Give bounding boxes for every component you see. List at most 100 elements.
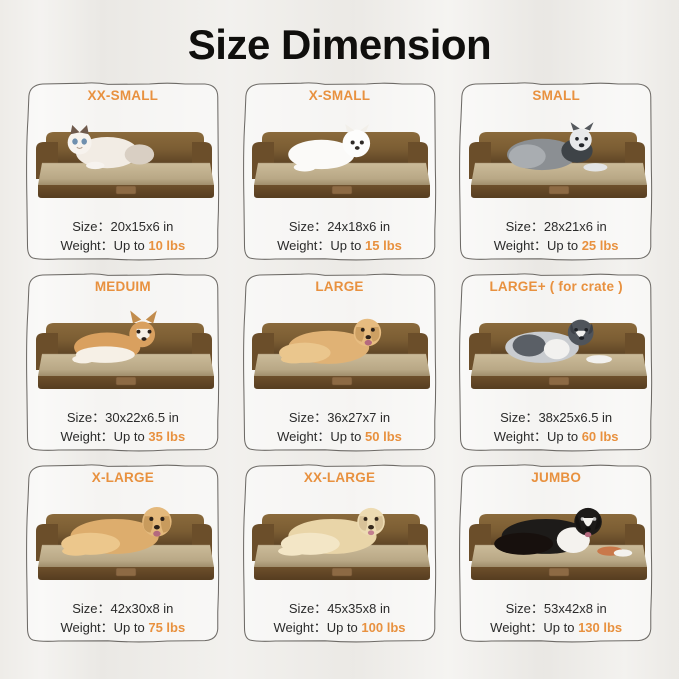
- card-specs: Size：28x21x6 in Weight：Up to 25 lbs: [458, 218, 654, 256]
- product-image: [242, 296, 438, 409]
- product-image: [458, 296, 654, 409]
- size-line: Size：30x22x6.5 in: [25, 409, 221, 428]
- size-label: Size：: [72, 219, 111, 235]
- weight-line: Weight：Up to 75 lbs: [25, 619, 221, 638]
- size-label: Size：: [66, 410, 106, 426]
- card-size-name: SMALL: [532, 88, 580, 103]
- weight-value: 50 lbs: [365, 429, 402, 445]
- size-label: Size：: [288, 219, 328, 235]
- card-specs: Size：53x42x8 in Weight：Up to 130 lbs: [458, 600, 654, 638]
- weight-line: Weight：Up to 15 lbs: [242, 237, 438, 256]
- weight-value: 10 lbs: [148, 238, 186, 254]
- pet-illustration: [505, 319, 613, 363]
- card-specs: Size：20x15x6 in Weight：Up to 10 lbs: [25, 218, 221, 256]
- size-card[interactable]: X-LARGE: [19, 462, 227, 645]
- size-card[interactable]: LARGE+ ( for crate ): [452, 271, 660, 454]
- weight-prefix: Up to: [330, 429, 366, 445]
- size-card[interactable]: X-SMALL: [236, 80, 444, 263]
- pet-illustration: [494, 507, 633, 557]
- weight-value: 25 lbs: [581, 238, 619, 254]
- size-card[interactable]: XX-SMALL: [19, 80, 227, 263]
- size-card[interactable]: SMALL: [452, 80, 660, 263]
- weight-value: 60 lbs: [581, 429, 619, 445]
- weight-prefix: Up to: [547, 429, 582, 445]
- size-line: Size：38x25x6.5 in: [458, 409, 654, 428]
- card-specs: Size：38x25x6.5 in Weight：Up to 60 lbs: [458, 409, 654, 447]
- weight-prefix: Up to: [543, 620, 579, 636]
- weight-prefix: Up to: [330, 238, 366, 254]
- size-line: Size：42x30x8 in: [25, 600, 221, 619]
- weight-label: Weight：: [493, 238, 547, 254]
- size-label: Size：: [72, 601, 111, 617]
- card-size-name: LARGE: [315, 279, 364, 294]
- product-image: [458, 487, 654, 600]
- size-line: Size：45x35x8 in: [242, 600, 438, 619]
- size-value: 42x30x8 in: [110, 601, 174, 617]
- size-label: Size：: [500, 410, 539, 426]
- weight-line: Weight：Up to 25 lbs: [458, 237, 654, 256]
- card-size-name: X-LARGE: [91, 470, 154, 485]
- card-size-name: X-SMALL: [308, 88, 371, 103]
- weight-label: Weight：: [277, 429, 331, 445]
- dog-bed-illustration: [252, 131, 431, 198]
- weight-label: Weight：: [60, 620, 114, 636]
- pet-illustration: [61, 506, 172, 556]
- weight-label: Weight：: [493, 429, 547, 445]
- weight-value: 15 lbs: [365, 238, 402, 254]
- weight-prefix: Up to: [326, 620, 362, 636]
- weight-prefix: Up to: [547, 238, 582, 254]
- weight-label: Weight：: [60, 429, 114, 445]
- size-value: 28x21x6 in: [543, 219, 607, 235]
- weight-line: Weight：Up to 100 lbs: [242, 619, 438, 638]
- product-image: [25, 296, 221, 409]
- card-specs: Size：45x35x8 in Weight：Up to 100 lbs: [242, 600, 438, 638]
- card-size-name: JUMBO: [531, 470, 582, 485]
- pet-illustration: [507, 121, 608, 172]
- pet-illustration: [278, 507, 386, 556]
- weight-label: Weight：: [490, 620, 544, 636]
- size-line: Size：20x15x6 in: [25, 218, 221, 237]
- card-specs: Size：42x30x8 in Weight：Up to 75 lbs: [25, 600, 221, 638]
- size-label: Size：: [505, 219, 544, 235]
- weight-prefix: Up to: [113, 620, 149, 636]
- weight-value: 35 lbs: [148, 429, 186, 445]
- pet-illustration: [288, 123, 371, 172]
- size-card[interactable]: MEDUIM: [19, 271, 227, 454]
- size-line: Size：24x18x6 in: [242, 218, 438, 237]
- size-card[interactable]: JUMBO: [452, 462, 660, 645]
- weight-label: Weight：: [273, 620, 327, 636]
- product-image: [458, 105, 654, 218]
- size-value: 24x18x6 in: [327, 219, 391, 235]
- size-value: 45x35x8 in: [327, 601, 391, 617]
- card-specs: Size：24x18x6 in Weight：Up to 15 lbs: [242, 218, 438, 256]
- size-value: 30x22x6.5 in: [105, 410, 179, 426]
- size-label: Size：: [288, 410, 328, 426]
- size-line: Size：53x42x8 in: [458, 600, 654, 619]
- product-image: [242, 105, 438, 218]
- size-label: Size：: [505, 601, 544, 617]
- weight-prefix: Up to: [113, 238, 149, 254]
- weight-line: Weight：Up to 50 lbs: [242, 428, 438, 447]
- product-image: [242, 487, 438, 600]
- size-card-grid: XX-SMALL: [0, 80, 679, 645]
- size-value: 36x27x7 in: [327, 410, 391, 426]
- size-card[interactable]: XX-LARGE: [236, 462, 444, 645]
- card-specs: Size：30x22x6.5 in Weight：Up to 35 lbs: [25, 409, 221, 447]
- size-line: Size：36x27x7 in: [242, 409, 438, 428]
- product-image: [25, 105, 221, 218]
- card-size-name: XX-SMALL: [87, 88, 159, 103]
- size-card[interactable]: LARGE: [236, 271, 444, 454]
- pet-illustration: [72, 310, 157, 363]
- card-size-name: MEDUIM: [94, 279, 151, 294]
- size-value: 53x42x8 in: [543, 601, 607, 617]
- pet-illustration: [67, 124, 154, 169]
- page-title: Size Dimension: [187, 21, 492, 68]
- weight-label: Weight：: [60, 238, 114, 254]
- weight-label: Weight：: [277, 238, 331, 254]
- weight-value: 75 lbs: [148, 620, 186, 636]
- card-size-name: XX-LARGE: [303, 470, 376, 485]
- size-line: Size：28x21x6 in: [458, 218, 654, 237]
- card-specs: Size：36x27x7 in Weight：Up to 50 lbs: [242, 409, 438, 447]
- size-label: Size：: [288, 601, 328, 617]
- weight-prefix: Up to: [113, 429, 149, 445]
